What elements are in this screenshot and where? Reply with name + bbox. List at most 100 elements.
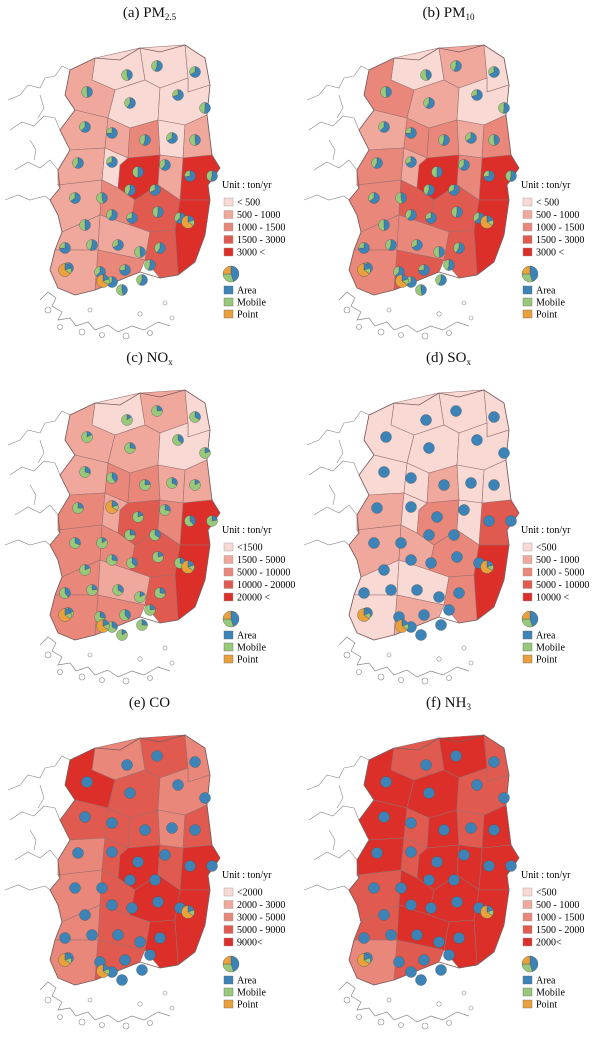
source-pie (184, 860, 196, 872)
source-pie-slice (488, 756, 500, 768)
source-pie (378, 811, 390, 823)
source-pie (154, 932, 166, 944)
source-pie-slice (132, 511, 144, 523)
source-pie (405, 817, 417, 829)
district-region (348, 249, 398, 296)
source-pie-slice (405, 127, 412, 134)
source-pie-slice (371, 157, 378, 169)
source-pie-slice (488, 134, 496, 146)
source-pie (81, 431, 93, 443)
legend-source-label: Point (237, 310, 258, 321)
source-pie-slice (458, 159, 465, 170)
coastline (338, 636, 470, 678)
legend-class-label: 2000 - 3000 (237, 900, 285, 911)
legend-swatch (522, 555, 533, 564)
source-pie-slice (152, 551, 164, 563)
source-pie (378, 219, 390, 231)
island (398, 1022, 404, 1028)
point-source-pie-slice (58, 263, 71, 277)
source-pie-slice (405, 846, 417, 858)
source-pie-slice (415, 974, 427, 986)
legend-swatch (522, 900, 533, 909)
source-pie-slice (438, 824, 450, 836)
source-pie (72, 157, 84, 169)
source-pie-slice (79, 219, 86, 231)
source-pie-slice (438, 274, 447, 286)
boundary-line (7, 65, 71, 101)
source-pie (418, 954, 430, 966)
legend-source-label: Mobile (536, 988, 565, 999)
legend-pie-slice (529, 610, 539, 627)
island (122, 677, 130, 685)
source-pie-slice (385, 584, 397, 596)
district-region (443, 919, 478, 969)
source-pie (72, 847, 84, 859)
source-pie-slice (144, 949, 156, 961)
source-pie (189, 479, 201, 491)
source-pie-slice (199, 102, 206, 114)
source-pie (405, 209, 417, 221)
source-pie (423, 97, 435, 109)
island (398, 332, 404, 338)
source-pie-slice (411, 239, 423, 251)
source-pie-slice (81, 776, 93, 788)
source-pie-slice (137, 166, 144, 178)
legend-class-label: 5000 - 10000 (536, 580, 589, 591)
boundary-line (328, 139, 336, 161)
source-pie-slice (106, 554, 118, 566)
source-pie (505, 170, 517, 182)
source-pie-slice (471, 779, 483, 791)
boundary-line (29, 829, 37, 851)
source-pie-slice (488, 66, 500, 78)
point-source-pie (58, 608, 72, 622)
source-pie (450, 750, 462, 762)
source-pie-slice (189, 756, 201, 768)
island (356, 669, 362, 675)
source-pie-slice (380, 776, 392, 788)
source-pie (483, 170, 495, 182)
province-outline (49, 44, 221, 296)
source-pie (69, 537, 81, 549)
source-pie-slice (426, 184, 435, 196)
source-pie (132, 856, 144, 868)
island (461, 645, 467, 651)
legend-unit: Unit : ton/yr (222, 870, 272, 881)
island (386, 307, 392, 313)
source-pie (126, 902, 138, 914)
legend-source-swatch (223, 297, 234, 307)
source-pie-slice (139, 274, 148, 286)
source-pie-slice (84, 219, 91, 231)
source-pie (159, 159, 171, 171)
source-pie-slice (184, 515, 195, 527)
source-pie (438, 824, 450, 836)
source-pie-slice (167, 132, 178, 144)
legend-pie-slice (521, 955, 531, 965)
source-pie (106, 127, 118, 139)
source-pie-slice (136, 964, 148, 976)
source-pie (206, 860, 218, 872)
point-source-pie (58, 263, 72, 277)
source-pie-slice (420, 69, 428, 81)
source-pie (411, 929, 423, 941)
source-pie-slice (453, 242, 460, 253)
source-pie-slice (371, 847, 383, 859)
legend-class-label: 3000 - 5000 (237, 913, 285, 924)
source-pie (119, 609, 131, 621)
legend-class-label: 10000 - 20000 (237, 580, 295, 591)
legend-class-label: 1500 - 3000 (237, 235, 285, 246)
source-pie-slice (149, 874, 161, 886)
source-pie-slice (378, 564, 390, 576)
legend-pie (222, 955, 240, 973)
source-pie-slice (166, 477, 178, 489)
source-pie (393, 956, 405, 968)
source-pie (106, 846, 118, 858)
source-pie-slice (159, 504, 171, 516)
source-pie-slice (72, 157, 79, 169)
source-pie (488, 479, 500, 491)
legend-swatch (522, 197, 533, 207)
island (147, 1020, 153, 1026)
legend-source-label: Area (237, 976, 257, 987)
source-pie (465, 822, 477, 834)
